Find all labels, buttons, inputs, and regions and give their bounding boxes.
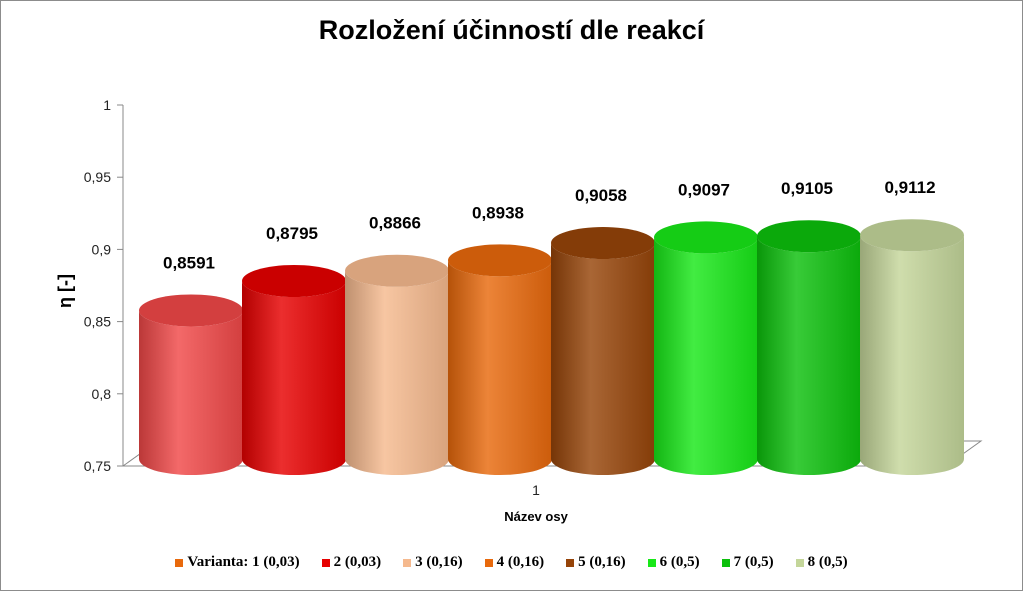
legend-item: 2 (0,03) [321,554,382,571]
data-label: 0,8866 [369,214,421,233]
legend-swatch [566,558,575,567]
bar-cylinder-body [139,310,243,475]
y-tick-label: 0,8 [92,386,112,402]
legend-swatch [795,558,804,567]
bar-cylinder-top [345,254,449,287]
data-label: 0,9097 [678,180,730,199]
legend-swatch [647,558,656,567]
bar-series-1 [139,294,243,475]
legend-swatch [321,558,330,567]
bar-cylinder-body [551,243,655,475]
chart-title: Rozložení účinností dle reakcí [318,15,705,45]
bar-series-8 [860,219,964,475]
legend-swatch [403,558,412,567]
legend-label: 5 (0,16) [578,554,626,570]
bar-cylinder-top [551,227,655,260]
legend-item: 6 (0,5) [647,554,700,571]
bar-cylinder-top [139,294,243,327]
bar-series-3 [345,254,449,475]
y-axis-title: η [-] [55,274,75,308]
legend: Varianta: 1 (0,03) 2 (0,03) 3 (0,16) 4 (0,1… [1,554,1022,571]
bar-cylinder-body [654,237,758,475]
legend-item: 3 (0,16) [403,554,463,571]
legend-item: 7 (0,5) [721,554,774,571]
legend-label: 6 (0,5) [659,554,700,570]
legend-item: 5 (0,16) [566,554,626,571]
bar-cylinder-top [860,219,964,252]
y-tick-label: 1 [103,97,111,113]
legend-label: 8 (0,5) [807,554,848,570]
legend-item: 8 (0,5) [795,554,848,571]
legend-item: Varianta: 1 (0,03) [175,554,300,571]
bar-cylinder-top [654,221,758,254]
data-label: 0,8795 [266,224,318,243]
legend-swatch [484,558,493,567]
data-label: 0,8591 [163,253,215,272]
bar-cylinder-body [345,270,449,475]
legend-swatch [175,558,184,567]
bar-cylinder-body [757,236,861,475]
data-label: 0,9058 [575,186,627,205]
bar-series-5 [551,227,655,475]
bar-cylinder-top [448,244,552,277]
bar-cylinder-body [860,235,964,475]
bar-cylinder-top [242,265,346,298]
bar-series-6 [654,221,758,475]
legend-label: 3 (0,16) [415,554,463,570]
y-tick-label: 0,95 [84,169,111,185]
data-label: 0,9105 [781,179,833,198]
legend-swatch [721,558,730,567]
legend-label: 7 (0,5) [733,554,774,570]
chart-plot: 0,75 0,8 0,85 0,9 0,95 1 1 0,8591 0,8795 0,8866 0… [55,97,983,524]
bar-series-7 [757,220,861,475]
bar-series-4 [448,244,552,475]
y-tick-label: 0,9 [92,241,112,257]
bar-series-2 [242,265,346,475]
legend-label: 2 (0,03) [333,554,382,570]
y-tick-label: 0,75 [84,458,111,474]
legend-label: 4 (0,16) [496,554,545,570]
y-tick-label: 0,85 [84,314,111,330]
bar-cylinder-body [448,260,552,475]
data-label: 0,8938 [472,203,524,222]
data-label: 0,9112 [884,178,935,197]
legend-item: 4 (0,16) [484,554,545,571]
x-tick-label: 1 [532,482,540,498]
x-axis-title: Název osy [504,509,568,524]
legend-label: Varianta: 1 (0,03) [187,554,300,570]
bar-cylinder-body [242,281,346,475]
bar-cylinder-top [757,220,861,253]
